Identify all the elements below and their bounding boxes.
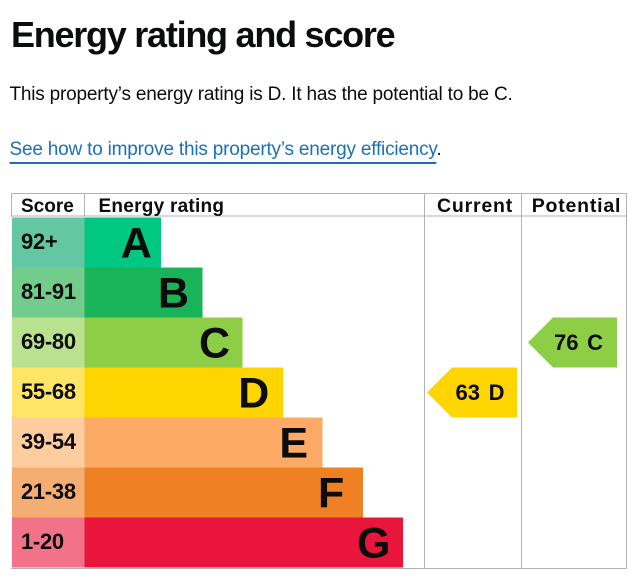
- svg-text:A: A: [121, 220, 152, 268]
- svg-text:Current: Current: [437, 195, 513, 217]
- svg-text:81-91: 81-91: [21, 279, 76, 304]
- svg-text:D: D: [238, 370, 269, 418]
- svg-text:76 C: 76 C: [554, 330, 603, 355]
- svg-text:C: C: [199, 320, 230, 368]
- svg-text:G: G: [357, 520, 390, 568]
- svg-text:55-68: 55-68: [21, 379, 76, 404]
- svg-text:F: F: [318, 470, 344, 518]
- svg-text:1-20: 1-20: [21, 529, 64, 554]
- svg-text:39-54: 39-54: [21, 429, 77, 454]
- svg-text:Energy rating: Energy rating: [99, 196, 225, 217]
- svg-text:Potential: Potential: [532, 195, 622, 217]
- svg-text:21-38: 21-38: [21, 479, 76, 504]
- svg-text:Score: Score: [21, 196, 74, 217]
- svg-text:63 D: 63 D: [456, 380, 505, 405]
- svg-text:E: E: [279, 420, 308, 468]
- svg-text:B: B: [158, 270, 189, 318]
- svg-text:92+: 92+: [21, 229, 57, 254]
- svg-text:69-80: 69-80: [21, 329, 76, 354]
